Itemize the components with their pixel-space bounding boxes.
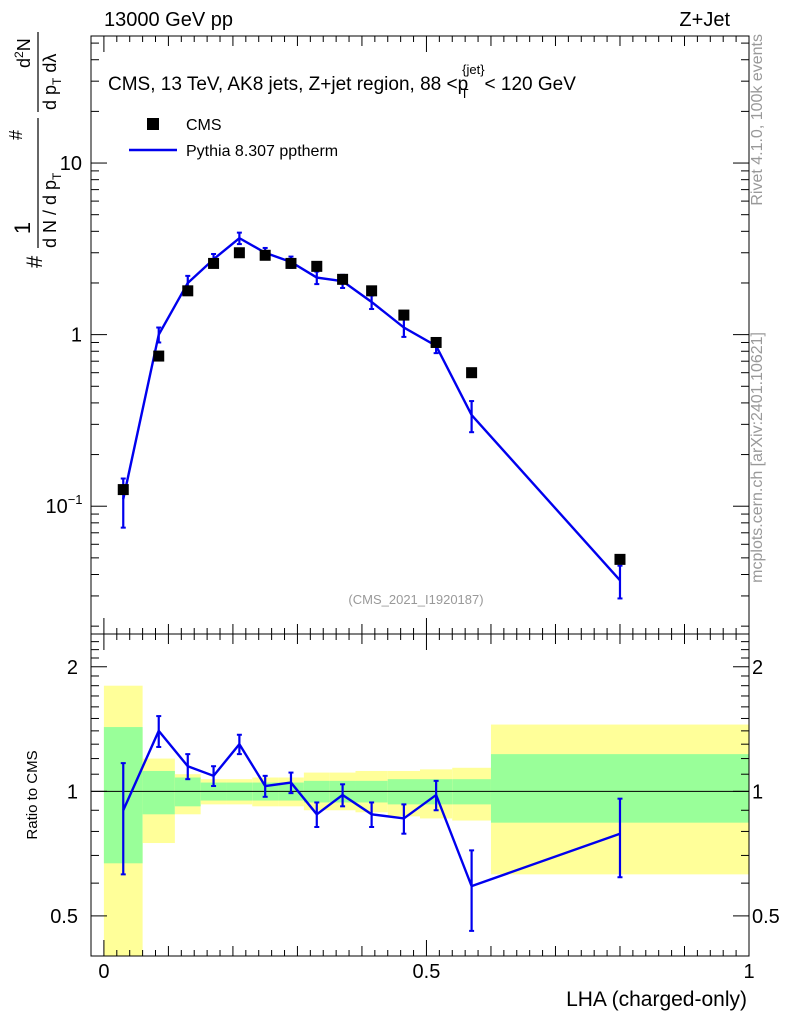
ratio-y-tick-label-left: 1 [67,781,78,803]
rivet-label: Rivet 4.1.0, 100k events [749,34,766,206]
inner-band-bin [142,770,175,815]
cms-data-point [430,336,442,348]
ratio-plot-frame [90,633,750,957]
ratio-y-tick-label-right: 0.5 [752,906,780,928]
cms-data-point [366,285,378,297]
analysis-id: (CMS_2021_I1920187) [348,592,483,607]
ratio-y-tick-label-left: 0.5 [50,906,78,928]
main-y-tick-label: 1 [71,325,82,347]
cms-data-point [466,367,478,379]
x-tick-label: 0 [98,961,109,983]
chart-title: CMS, 13 TeV, AK8 jets, Z+jet region, 88 … [108,62,576,101]
cms-data-point [337,273,349,285]
main-y-tick-label: 10 [60,153,82,175]
cms-data-point [153,350,165,362]
cms-data-point [398,309,410,321]
svg-text:d2N: d2N [12,38,34,68]
svg-text:d pT dλ: d pT dλ [40,54,64,110]
cms-data-point [311,260,323,272]
legend-cms-marker [147,118,159,130]
header-energy: 13000 GeV pp [104,9,233,31]
ratio-y-tick-label-right: 1 [752,781,763,803]
svg-text:d N / d pT: d N / d pT [40,172,64,248]
cms-data-point [233,247,245,259]
cms-data-point [285,257,297,269]
svg-text:#: # [6,130,26,140]
x-tick-label: 0.5 [413,961,441,983]
ratio-uncertainty-bands [103,685,749,956]
svg-text:1: 1 [10,222,35,234]
cms-data-point [182,285,194,297]
main-y-tick-label: 10−1 [45,492,82,518]
legend-mc-label: Pythia 8.307 pptherm [186,143,338,160]
axis-ticks [91,36,750,957]
ratio-y-tick-label-right: 2 [752,657,763,679]
x-axis-label: LHA (charged-only) [566,988,747,1011]
ratio-y-tick-label-left: 2 [67,657,78,679]
data-marks [117,231,626,932]
main-y-axis-label: # 1 d N / d pT # d2N d pT dλ [6,32,64,268]
tick-labels: 10−1 1 10 0.5 0.5 1 1 2 2 0 0.5 1 [45,153,779,983]
ratio-y-axis-label: Ratio to CMS [24,750,41,839]
mcplots-label: mcplots.cern.ch [arXiv:2401.10621] [749,332,766,583]
cms-data-point [117,484,129,496]
cms-data-point [259,249,271,261]
header-process: Z+Jet [679,9,730,31]
inner-band-bin [174,777,201,807]
x-tick-label: 1 [743,961,754,983]
cms-data-point [614,553,626,565]
ratio-mc-line [122,728,621,888]
svg-text:#: # [22,255,47,268]
cms-data-point [208,257,220,269]
legend-cms-label: CMS [186,117,222,134]
